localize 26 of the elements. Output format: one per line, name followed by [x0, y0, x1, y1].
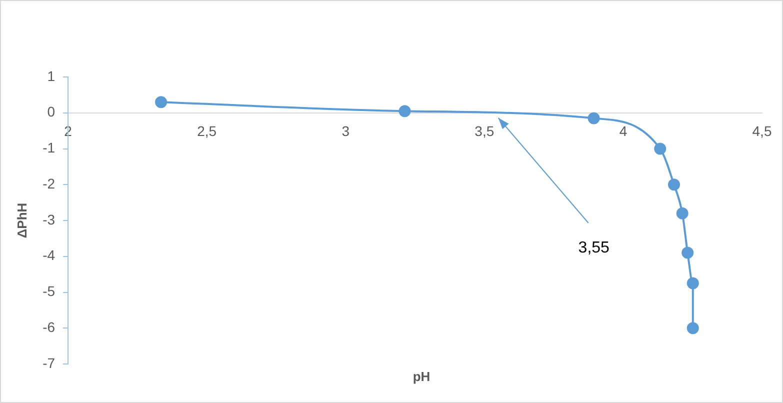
x-tick-label: 2,5	[197, 123, 217, 140]
point	[686, 322, 699, 334]
x-axis-title: pH	[412, 369, 432, 384]
y-tick-label: -1	[42, 140, 56, 156]
point	[682, 246, 694, 259]
y-tick-label: 1	[47, 68, 56, 84]
annotation: 3,55	[578, 239, 610, 256]
point	[654, 142, 666, 155]
y-tick-label: 0	[47, 104, 56, 120]
y-tick-label: -7	[42, 354, 56, 371]
x-tick-label: 4	[619, 123, 628, 140]
point	[398, 105, 411, 118]
y-axis-title: ΔPhH	[14, 202, 30, 238]
point	[686, 277, 699, 290]
x-tick-label: 4,5	[752, 123, 772, 140]
point	[155, 96, 168, 108]
y-tick-label: -4	[42, 247, 56, 264]
point	[676, 207, 688, 220]
point	[588, 112, 600, 124]
y-tick-label: -6	[42, 318, 56, 335]
y-tick-label: -2	[42, 175, 56, 192]
x-tick-label: 3,5	[474, 123, 494, 140]
point	[668, 178, 680, 191]
y-tick-label: -5	[42, 283, 56, 300]
x-tick-label: 3	[342, 123, 350, 140]
y-tick-label: -3	[42, 211, 56, 228]
